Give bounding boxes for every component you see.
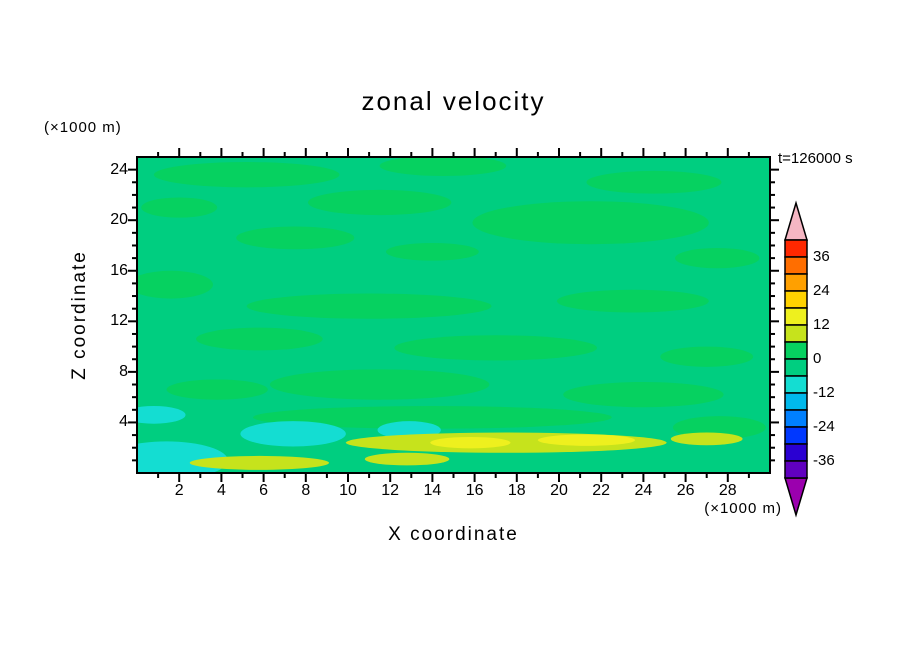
contour-field	[137, 157, 770, 473]
contour-region-green_pos	[246, 293, 492, 319]
colorbar-box	[784, 290, 808, 309]
contour-region-green_pos	[307, 189, 452, 216]
x-tick-label: 26	[676, 482, 695, 499]
colorbar-box	[784, 307, 808, 326]
timestamp-label: t=126000 s	[778, 150, 853, 167]
colorbar	[783, 200, 809, 518]
colorbar-label: 0	[813, 350, 822, 367]
contour-region-green_pos	[563, 381, 724, 408]
colorbar-label: 12	[813, 316, 830, 333]
z-tick-label: 8	[119, 362, 128, 380]
colorbar-label: -12	[813, 384, 835, 401]
x-tick-label: 6	[259, 482, 269, 499]
contour-region-yellow_green	[364, 452, 450, 466]
x-tick-label: 16	[465, 482, 484, 499]
contour-region-green_pos	[660, 346, 754, 367]
colorbar-box	[784, 256, 808, 275]
colorbar-label: 36	[813, 248, 830, 265]
contour-region-yellow_green	[670, 432, 743, 446]
contour-plot-area	[137, 157, 770, 473]
x-tick-label: 12	[381, 482, 400, 499]
z-axis-unit-label: (×1000 m)	[44, 119, 122, 136]
contour-region-cyan	[240, 421, 346, 447]
colorbar-label: -36	[813, 452, 835, 469]
contour-region-yellow_green	[189, 455, 330, 470]
colorbar-box	[784, 426, 808, 445]
x-tick-label: 8	[301, 482, 311, 499]
colorbar-label: 24	[813, 282, 830, 299]
colorbar-box	[784, 392, 808, 411]
z-tick-label: 12	[110, 312, 128, 330]
colorbar-box	[784, 460, 808, 479]
plot-title: zonal velocity	[361, 86, 546, 116]
contour-region-green_pos	[166, 379, 268, 400]
contour-region-green_pos	[556, 289, 709, 313]
colorbar-top-arrow	[783, 200, 809, 241]
z-tick-label: 24	[110, 160, 128, 178]
contour-region-green_pos	[586, 170, 722, 194]
contour-region-green_pos	[196, 327, 323, 351]
x-tick-label: 4	[216, 482, 226, 499]
x-tick-label: 20	[550, 482, 568, 499]
x-tick-label: 18	[507, 482, 526, 499]
contour-region-green_pos	[236, 226, 355, 250]
colorbar-box	[784, 273, 808, 292]
contour-region-yellow	[537, 434, 635, 446]
x-tick-label: 22	[592, 482, 611, 499]
z-tick-label: 4	[119, 413, 128, 431]
contour-region-green_pos	[472, 201, 709, 245]
x-axis-unit-label: (×1000 m)	[704, 500, 782, 517]
z-tick-label: 20	[110, 211, 128, 229]
colorbar-box	[784, 358, 808, 377]
colorbar-box	[784, 409, 808, 428]
colorbar-bottom-arrow	[783, 477, 809, 518]
contour-region-green_pos	[269, 369, 490, 400]
colorbar-box	[784, 341, 808, 360]
colorbar-label: -24	[813, 418, 835, 435]
contour-region-green_pos	[153, 162, 340, 188]
contour-region-green_pos	[394, 335, 597, 361]
colorbar-box	[784, 239, 808, 258]
x-tick-label: 2	[174, 482, 184, 499]
x-tick-label: 28	[718, 482, 737, 499]
x-tick-label: 14	[423, 482, 442, 499]
z-tick-label: 16	[110, 261, 128, 279]
colorbar-box	[784, 443, 808, 462]
x-axis-title: X coordinate	[388, 524, 519, 545]
contour-region-yellow	[430, 436, 511, 449]
contour-region-green_pos	[675, 248, 760, 269]
x-tick-label: 24	[634, 482, 653, 499]
contour-region-green_pos	[385, 242, 479, 261]
contour-region-green_pos	[141, 197, 218, 218]
colorbar-box	[784, 375, 808, 394]
colorbar-box	[784, 324, 808, 343]
x-tick-label: 10	[339, 482, 357, 499]
